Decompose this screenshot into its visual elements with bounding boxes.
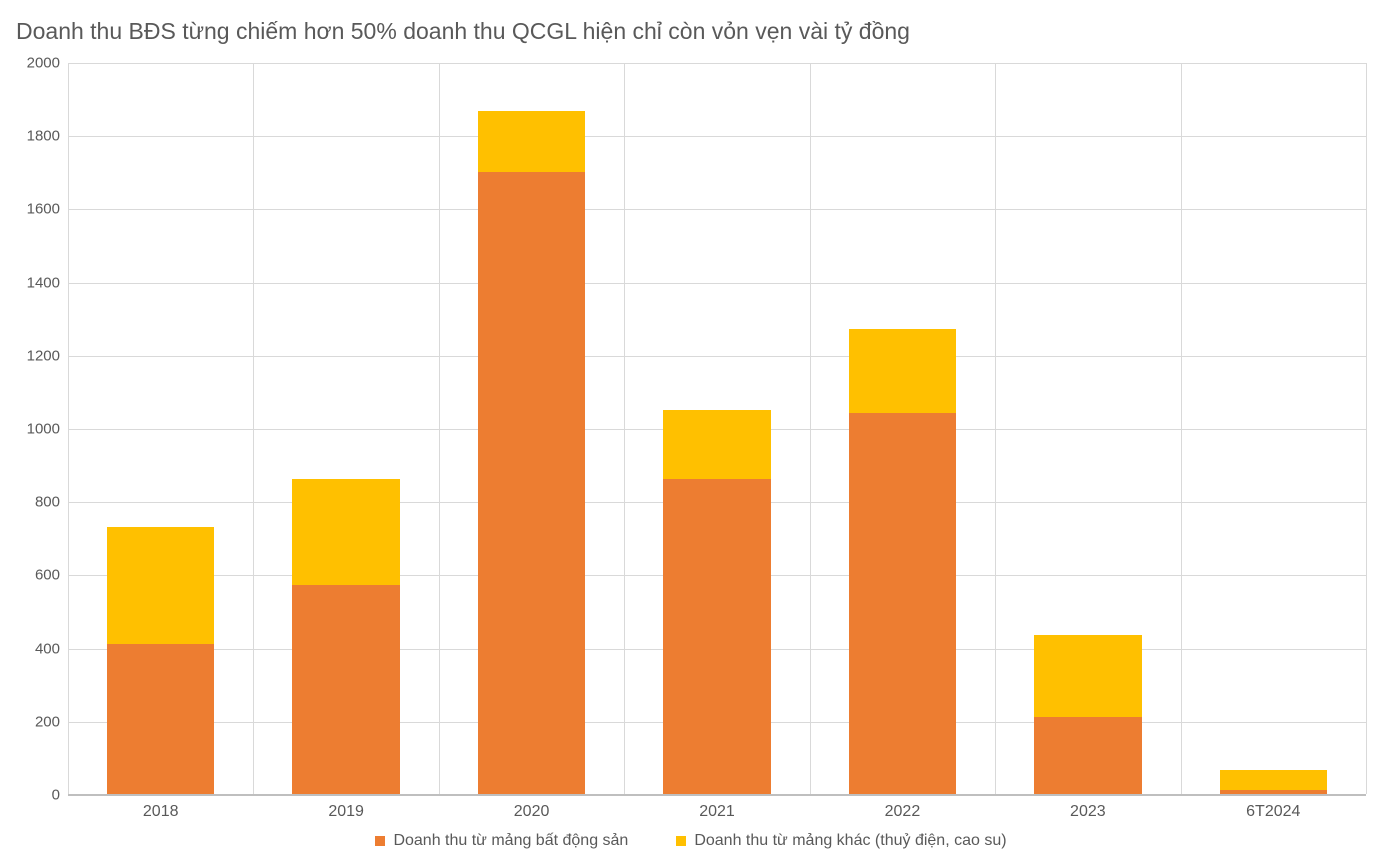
y-tick-label: 1600: [27, 201, 60, 218]
bar-segment: [107, 527, 215, 644]
legend: Doanh thu từ mảng bất động sản Doanh thu …: [0, 832, 1382, 850]
x-tick-label: 6T2024: [1246, 803, 1300, 821]
y-tick-label: 1200: [27, 347, 60, 364]
legend-label: Doanh thu từ mảng bất động sản: [393, 832, 628, 850]
bar-segment: [478, 111, 586, 171]
bar-segment: [1034, 635, 1142, 717]
chart-container: Doanh thu BĐS từng chiếm hơn 50% doanh t…: [0, 0, 1382, 856]
category-separator: [624, 63, 625, 794]
legend-swatch: [676, 836, 686, 846]
bar: [292, 479, 400, 794]
gridline: [68, 283, 1366, 284]
x-tick-label: 2021: [699, 803, 735, 821]
legend-swatch: [375, 836, 385, 846]
category-separator: [253, 63, 254, 794]
x-tick-label: 2020: [514, 803, 550, 821]
y-tick-label: 0: [52, 787, 60, 804]
gridline: [68, 63, 1366, 64]
y-tick-label: 200: [35, 713, 60, 730]
bar-segment: [1220, 770, 1328, 790]
bar: [1220, 770, 1328, 794]
category-separator: [995, 63, 996, 794]
category-separator: [810, 63, 811, 794]
gridline: [68, 795, 1366, 796]
gridline: [68, 209, 1366, 210]
y-tick-label: 1000: [27, 421, 60, 438]
bar-segment: [1220, 790, 1328, 794]
x-tick-label: 2022: [885, 803, 921, 821]
y-tick-label: 800: [35, 494, 60, 511]
chart-title: Doanh thu BĐS từng chiếm hơn 50% doanh t…: [16, 18, 1366, 45]
x-tick-label: 2019: [328, 803, 364, 821]
bar: [478, 111, 586, 794]
bar-segment: [107, 644, 215, 794]
y-axis: 0200400600800100012001400160018002000: [16, 63, 66, 795]
bar-segment: [849, 329, 957, 413]
category-separator: [68, 63, 69, 794]
gridline: [68, 356, 1366, 357]
y-tick-label: 1800: [27, 128, 60, 145]
category-separator: [1181, 63, 1182, 794]
gridline: [68, 136, 1366, 137]
category-separator: [439, 63, 440, 794]
bar-segment: [478, 172, 586, 794]
bar-segment: [292, 585, 400, 794]
y-tick-label: 2000: [27, 55, 60, 72]
x-tick-label: 2018: [143, 803, 179, 821]
y-tick-label: 1400: [27, 274, 60, 291]
legend-item: Doanh thu từ mảng bất động sản: [375, 832, 628, 850]
legend-label: Doanh thu từ mảng khác (thuỷ điện, cao s…: [694, 832, 1006, 850]
bar: [849, 329, 957, 794]
y-tick-label: 400: [35, 640, 60, 657]
plot-wrapper: 0200400600800100012001400160018002000 20…: [16, 63, 1366, 795]
category-separator: [1366, 63, 1367, 794]
legend-item: Doanh thu từ mảng khác (thuỷ điện, cao s…: [676, 832, 1006, 850]
bar-segment: [292, 479, 400, 585]
plot-area: [68, 63, 1366, 795]
bar-segment: [849, 413, 957, 794]
bar: [663, 410, 771, 794]
y-tick-label: 600: [35, 567, 60, 584]
bar-segment: [663, 410, 771, 480]
bar: [1034, 635, 1142, 794]
bar: [107, 527, 215, 794]
bar-segment: [1034, 717, 1142, 794]
x-tick-label: 2023: [1070, 803, 1106, 821]
bar-segment: [663, 479, 771, 794]
